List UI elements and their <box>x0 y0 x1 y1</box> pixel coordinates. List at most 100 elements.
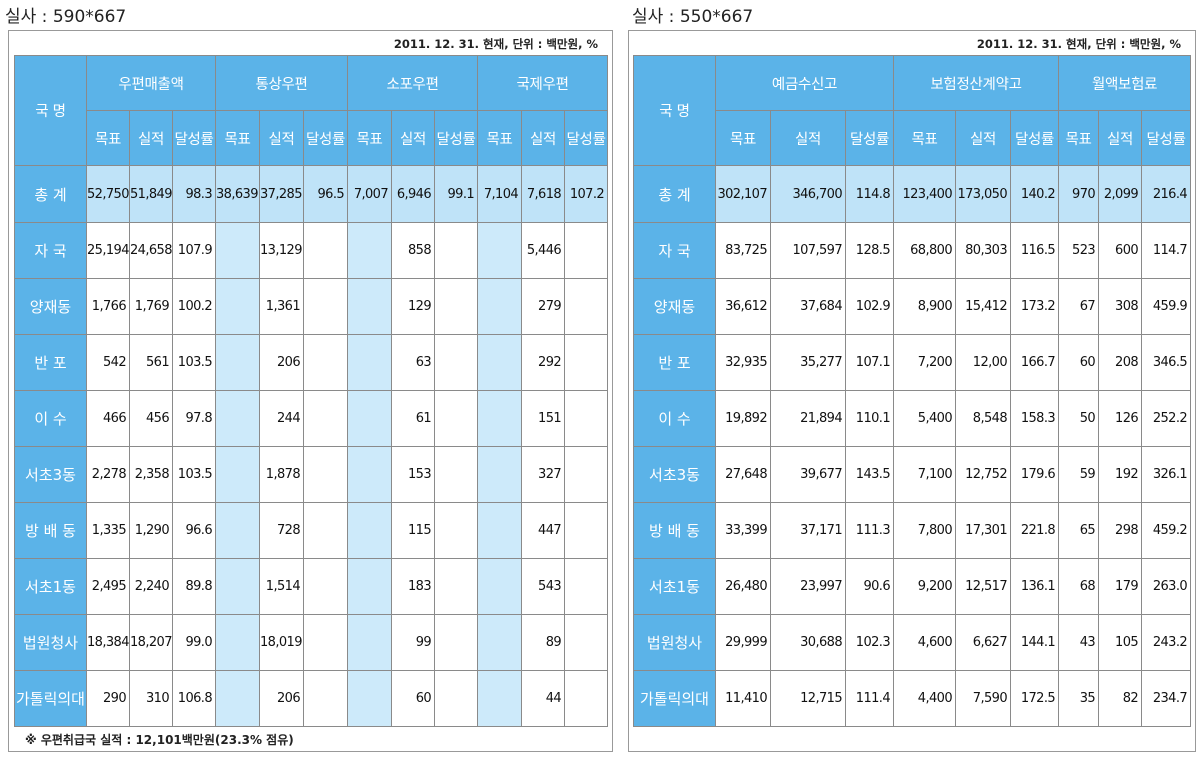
cell: 24,658 <box>129 222 173 279</box>
cell <box>347 614 393 671</box>
column-header: 목표 <box>86 110 130 166</box>
cell: 221.8 <box>1010 502 1060 559</box>
cell <box>347 222 393 279</box>
cell <box>434 502 479 559</box>
cell: 1,361 <box>259 278 305 335</box>
corner-header: 국 명 <box>633 55 716 166</box>
column-header: 실적 <box>1098 110 1143 166</box>
cell: 1,290 <box>129 502 173 559</box>
cell: 302,107 <box>715 165 771 223</box>
cell: 103.5 <box>171 446 217 503</box>
row-name: 이 수 <box>14 390 87 447</box>
row-name: 방 배 동 <box>14 502 87 559</box>
cell <box>215 222 261 279</box>
cell: 136.1 <box>1010 558 1060 615</box>
cell: 89 <box>521 614 566 671</box>
cell: 59 <box>1058 446 1100 503</box>
cell <box>477 222 523 279</box>
cell <box>215 670 261 727</box>
cell: 206 <box>259 334 305 391</box>
cell: 298 <box>1098 502 1143 559</box>
cell: 99.1 <box>434 165 479 223</box>
caption: 실사 : 590*667 <box>5 7 127 27</box>
cell: 12,00 <box>955 334 1012 391</box>
cell: 151 <box>521 390 566 447</box>
cell: 114.8 <box>844 165 895 223</box>
cell: 18,019 <box>259 614 305 671</box>
cell: 7,200 <box>893 334 957 391</box>
cell: 100.2 <box>171 278 217 335</box>
cell: 1,514 <box>259 558 305 615</box>
cell: 128.5 <box>844 222 895 279</box>
cell <box>434 334 479 391</box>
cell: 114.7 <box>1141 222 1192 279</box>
cell: 90.6 <box>844 558 895 615</box>
group-header: 월액보험료 <box>1058 55 1192 111</box>
cell: 7,590 <box>955 670 1012 727</box>
cell: 7,618 <box>521 165 566 223</box>
cell <box>564 222 609 279</box>
cell: 107.9 <box>171 222 217 279</box>
cell <box>215 278 261 335</box>
cell <box>215 446 261 503</box>
cell: 2,495 <box>86 558 130 615</box>
cell: 27,648 <box>715 446 771 503</box>
cell <box>434 222 479 279</box>
cell <box>434 670 479 727</box>
data-row: 반 포 542 561 103.5 206 63 292 <box>14 334 609 391</box>
column-header: 실적 <box>521 110 566 166</box>
cell: 26,480 <box>715 558 771 615</box>
cell: 1,878 <box>259 446 305 503</box>
data-row: 가톨릭의대 290 310 106.8 206 60 44 <box>14 670 609 727</box>
group-header: 보험정산계약고 <box>893 55 1060 111</box>
cell: 1,769 <box>129 278 173 335</box>
caption: 실사 : 550*667 <box>632 7 754 27</box>
column-header: 달성률 <box>564 110 609 166</box>
cell: 96.6 <box>171 502 217 559</box>
cell: 18,384 <box>86 614 130 671</box>
data-table: 국 명 우편매출액 통상우편 소포우편 국제우편 목표 실적 달성률 목표 실적 달성률 목표 실적 달성… <box>14 55 609 727</box>
group-header: 국제우편 <box>477 55 609 111</box>
cell: 326.1 <box>1141 446 1192 503</box>
cell <box>215 558 261 615</box>
cell <box>347 334 393 391</box>
cell: 447 <box>521 502 566 559</box>
cell: 172.5 <box>1010 670 1060 727</box>
cell: 523 <box>1058 222 1100 279</box>
column-header: 실적 <box>129 110 173 166</box>
cell: 8,900 <box>893 278 957 335</box>
column-header: 목표 <box>715 110 771 166</box>
cell: 183 <box>391 558 436 615</box>
header-row: 국 명 우편매출액 통상우편 소포우편 국제우편 <box>14 55 609 166</box>
panel: 2011. 12. 31. 현재, 단위 : 백만원, % ※ 우편취급국 실적… <box>8 30 613 752</box>
cell: 292 <box>521 334 566 391</box>
cell <box>477 502 523 559</box>
column-header: 달성률 <box>303 110 349 166</box>
cell: 7,104 <box>477 165 523 223</box>
cell: 89.8 <box>171 558 217 615</box>
row-name: 이 수 <box>633 390 716 447</box>
cell: 18,207 <box>129 614 173 671</box>
cell: 2,358 <box>129 446 173 503</box>
cell: 107.1 <box>844 334 895 391</box>
cell: 83,725 <box>715 222 771 279</box>
cell: 153 <box>391 446 436 503</box>
cell: 67 <box>1058 278 1100 335</box>
cell: 129 <box>391 278 436 335</box>
cell <box>303 670 349 727</box>
cell <box>434 278 479 335</box>
cell: 60 <box>1058 334 1100 391</box>
data-row: 서초1동 2,495 2,240 89.8 1,514 183 543 <box>14 558 609 615</box>
cell <box>434 446 479 503</box>
cell: 12,715 <box>770 670 846 727</box>
cell: 19,892 <box>715 390 771 447</box>
row-name: 서초3동 <box>633 446 716 503</box>
cell <box>434 558 479 615</box>
cell: 858 <box>391 222 436 279</box>
column-header: 목표 <box>893 110 957 166</box>
cell: 466 <box>86 390 130 447</box>
cell <box>215 334 261 391</box>
cell: 43 <box>1058 614 1100 671</box>
cell: 35,277 <box>770 334 846 391</box>
